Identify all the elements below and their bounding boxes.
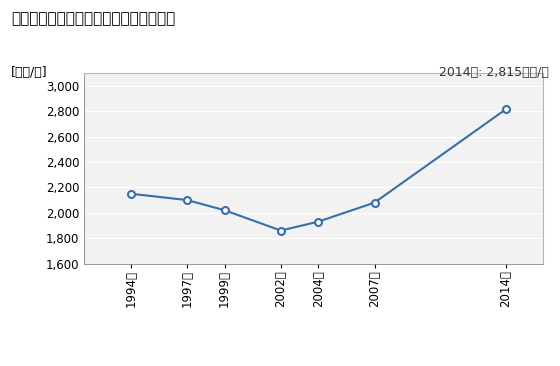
Text: [万円/人]: [万円/人] — [11, 66, 48, 79]
Text: 商業の従業者一人当たり年間商品販売額: 商業の従業者一人当たり年間商品販売額 — [11, 11, 175, 26]
Text: 2014年: 2,815万円/人: 2014年: 2,815万円/人 — [439, 66, 549, 79]
